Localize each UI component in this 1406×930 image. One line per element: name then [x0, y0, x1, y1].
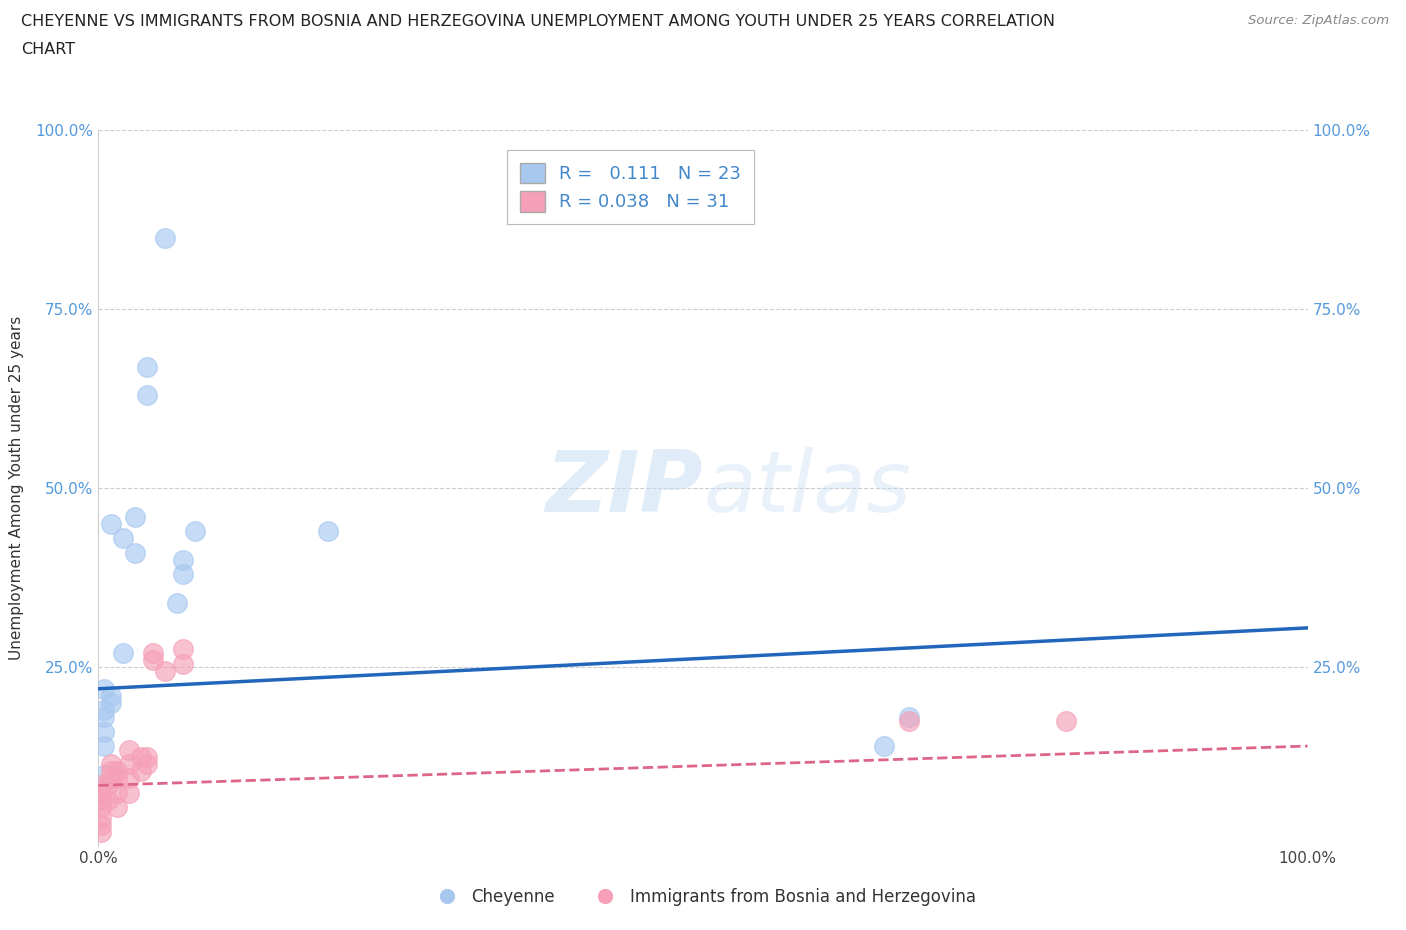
Legend: Cheyenne, Immigrants from Bosnia and Herzegovina: Cheyenne, Immigrants from Bosnia and Her… — [423, 881, 983, 912]
Point — [100, 764, 122, 778]
Point — [172, 657, 194, 671]
Point — [90, 785, 112, 800]
Point — [90, 778, 112, 793]
Point — [124, 510, 146, 525]
Point — [105, 771, 128, 786]
Point — [118, 771, 141, 786]
Text: Source: ZipAtlas.com: Source: ZipAtlas.com — [1249, 14, 1389, 27]
Text: CHEYENNE VS IMMIGRANTS FROM BOSNIA AND HERZEGOVINA UNEMPLOYMENT AMONG YOUTH UNDE: CHEYENNE VS IMMIGRANTS FROM BOSNIA AND H… — [21, 14, 1054, 29]
Point — [135, 756, 157, 771]
Point — [142, 645, 165, 660]
Point — [172, 642, 194, 657]
Point — [124, 545, 146, 560]
Point — [105, 764, 128, 778]
Point — [93, 703, 115, 718]
Point — [111, 645, 134, 660]
Y-axis label: Unemployment Among Youth under 25 years: Unemployment Among Youth under 25 years — [10, 316, 24, 660]
Text: atlas: atlas — [703, 446, 911, 530]
Point — [93, 724, 115, 739]
Point — [142, 653, 165, 668]
Point — [118, 785, 141, 800]
Point — [873, 738, 896, 753]
Point — [93, 767, 115, 782]
Point — [172, 566, 194, 581]
Point — [172, 552, 194, 567]
Point — [93, 710, 115, 724]
Point — [100, 756, 122, 771]
Point — [100, 696, 122, 711]
Point — [105, 800, 128, 815]
Point — [135, 750, 157, 764]
Point — [100, 517, 122, 532]
Legend: R =   0.111   N = 23, R = 0.038   N = 31: R = 0.111 N = 23, R = 0.038 N = 31 — [508, 150, 754, 224]
Point — [129, 764, 152, 778]
Point — [135, 359, 157, 374]
Point — [93, 738, 115, 753]
Point — [111, 531, 134, 546]
Point — [166, 595, 188, 610]
Point — [153, 231, 176, 246]
Point — [90, 817, 112, 832]
Point — [118, 756, 141, 771]
Point — [316, 524, 339, 538]
Point — [897, 713, 920, 728]
Point — [118, 742, 141, 757]
Text: CHART: CHART — [21, 42, 75, 57]
Point — [153, 663, 176, 678]
Point — [135, 388, 157, 403]
Point — [184, 524, 207, 538]
Point — [1054, 713, 1077, 728]
Point — [90, 792, 112, 807]
Point — [97, 778, 120, 793]
Point — [97, 792, 120, 807]
Point — [90, 810, 112, 825]
Point — [100, 771, 122, 786]
Point — [93, 682, 115, 697]
Point — [90, 800, 112, 815]
Text: ZIP: ZIP — [546, 446, 703, 530]
Point — [897, 710, 920, 724]
Point — [105, 785, 128, 800]
Point — [90, 825, 112, 840]
Point — [129, 750, 152, 764]
Point — [100, 688, 122, 703]
